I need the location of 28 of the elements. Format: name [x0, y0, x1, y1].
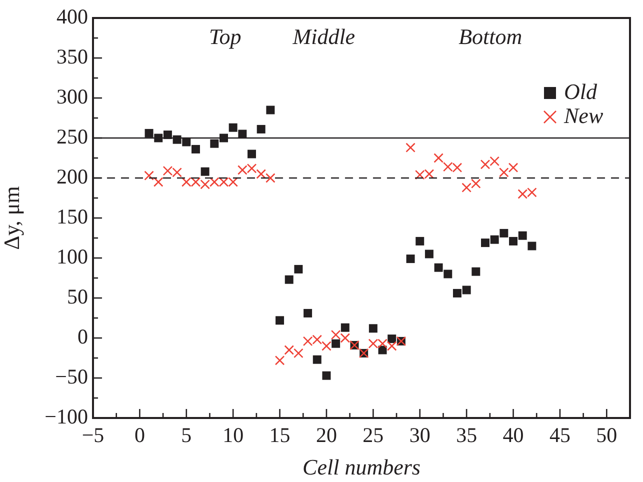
- x-tick-label: 15: [269, 423, 290, 448]
- y-axis-title: Δy, μm: [0, 186, 24, 250]
- x-tick-label: 30: [409, 423, 430, 448]
- y-tick-label: 300: [56, 84, 88, 109]
- x-tick-label: 35: [456, 423, 478, 448]
- annotation: Top: [208, 24, 242, 49]
- y-tick-label: 400: [56, 4, 88, 29]
- x-tick-label: 0: [134, 423, 145, 448]
- y-tick-label: 250: [56, 124, 88, 149]
- x-tick-label: 5: [181, 423, 192, 448]
- x-tick-label: 50: [596, 423, 618, 448]
- x-tick-label: 20: [316, 423, 337, 448]
- x-tick-label: 40: [502, 423, 524, 448]
- y-tick-label: 150: [56, 204, 88, 229]
- y-tick-label: 350: [56, 44, 88, 69]
- x-tick-label: 45: [549, 423, 570, 448]
- legend-label: Old: [564, 78, 598, 104]
- y-tick-label: 100: [56, 244, 88, 269]
- y-tick-label: −50: [55, 364, 88, 389]
- legend-label: New: [563, 102, 604, 128]
- y-tick-label: 200: [56, 164, 88, 189]
- annotation: Bottom: [458, 24, 522, 49]
- x-axis-title: Cell numbers: [302, 454, 420, 480]
- annotation: Middle: [292, 24, 356, 49]
- y-tick-label: 50: [67, 284, 88, 309]
- x-tick-label: 10: [222, 423, 244, 448]
- y-tick-label: 0: [78, 324, 88, 349]
- x-tick-label: 25: [362, 423, 384, 448]
